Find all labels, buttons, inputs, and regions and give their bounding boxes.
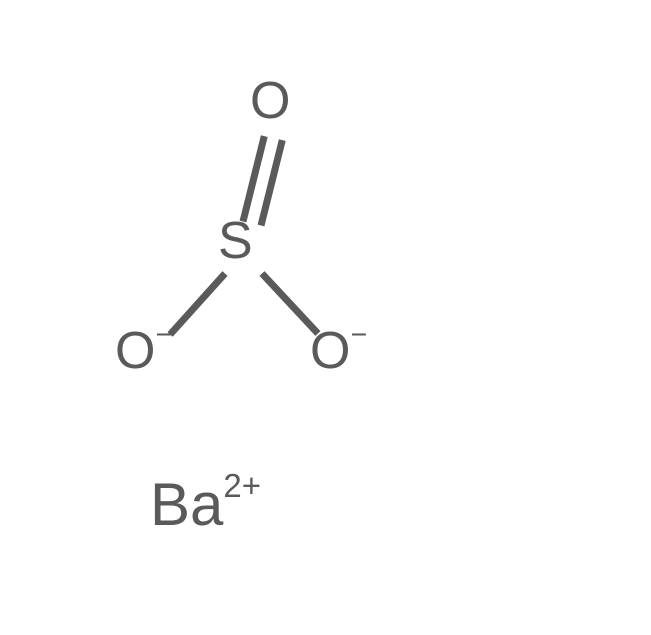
oxygen-left-label: O [115, 322, 155, 380]
barium-label: Ba [150, 471, 223, 538]
barium-charge: 2+ [223, 467, 261, 504]
barium-cation: Ba2+ [150, 475, 261, 535]
oxygen-left-charge: − [155, 319, 172, 351]
oxygen-left-atom: O− [115, 325, 172, 377]
oxygen-top-atom: O [250, 75, 290, 127]
oxygen-right-label: O [310, 322, 350, 380]
oxygen-top-label: O [250, 72, 290, 130]
oxygen-right-atom: O− [310, 325, 367, 377]
sulfur-label: S [218, 212, 253, 270]
molecule-diagram: O S O− O− Ba2+ [0, 0, 651, 635]
sulfur-atom: S [218, 215, 253, 267]
single-bond-left [168, 271, 228, 337]
oxygen-right-charge: − [350, 319, 367, 351]
